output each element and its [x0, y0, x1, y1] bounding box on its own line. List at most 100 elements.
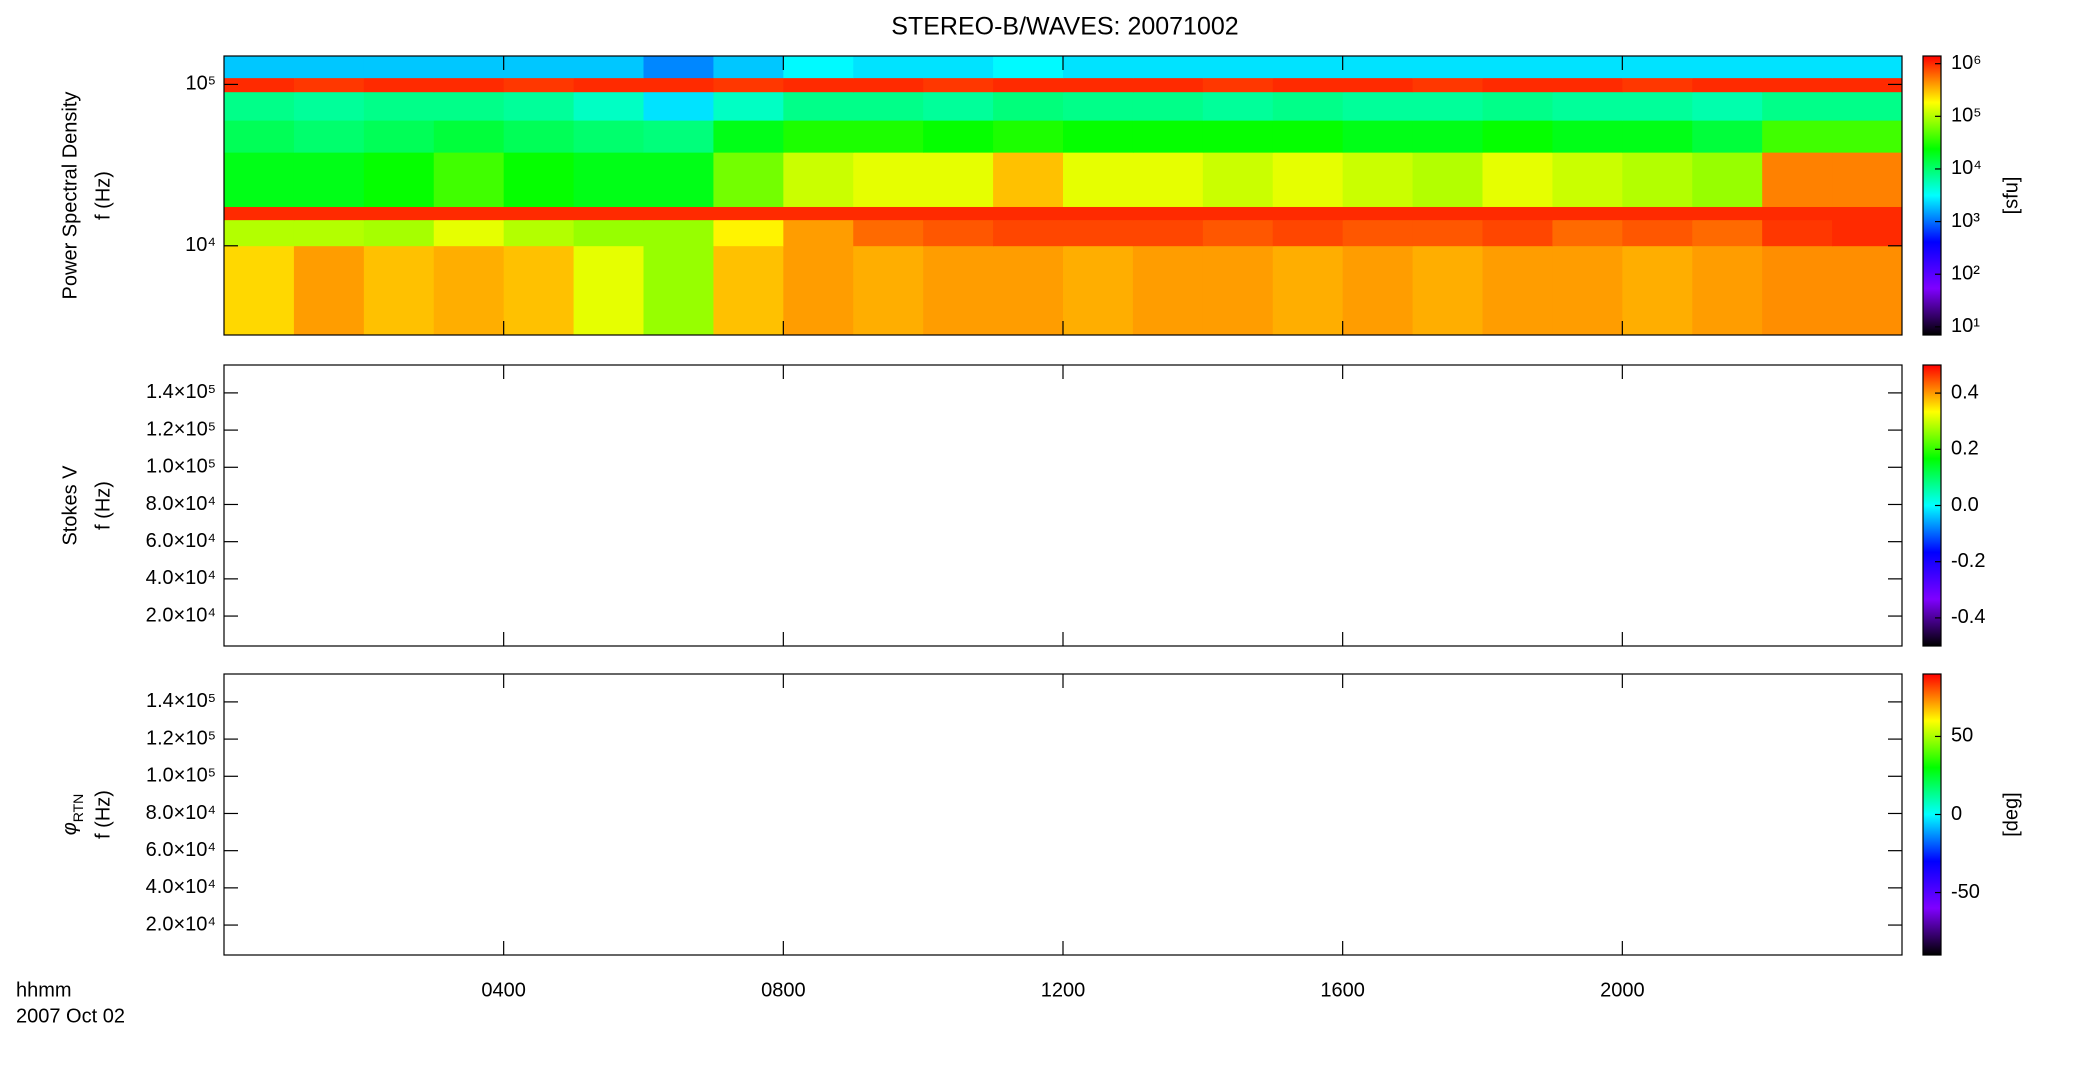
heatmap-cell: [1342, 152, 1414, 207]
heatmap-cell: [1832, 77, 1902, 93]
heatmap-cell: [1202, 219, 1274, 247]
heatmap: [224, 56, 1902, 335]
heatmap-cell: [363, 219, 435, 247]
heatmap-cell: [783, 219, 854, 247]
heatmap-cell: [853, 152, 924, 207]
heatmap-cell: [1272, 245, 1344, 335]
heatmap-cell: [713, 152, 784, 207]
heatmap-cell: [783, 91, 854, 121]
heatmap-cell: [1762, 120, 1833, 153]
heatmap-cell: [503, 56, 575, 79]
heatmap-cell: [573, 152, 645, 207]
heatmap-cell: [1272, 91, 1344, 121]
heatmap-cell: [1832, 206, 1902, 221]
heatmap-cell: [293, 56, 365, 79]
y-axis-label: f (Hz): [92, 481, 114, 530]
heatmap-cell: [293, 91, 365, 121]
heatmap-cell: [713, 245, 784, 335]
colorbar-tick-label: 10⁴: [1951, 157, 1982, 179]
heatmap-cell: [643, 245, 715, 335]
colorbar-tick-label: 0: [1951, 803, 1962, 825]
colorbar-tick-label: 0.4: [1951, 381, 1979, 403]
heatmap-cell: [1412, 152, 1484, 207]
heatmap-cell: [573, 56, 645, 79]
heatmap-cell: [1552, 245, 1623, 335]
heatmap-cell: [363, 56, 435, 79]
heatmap-cell: [1482, 219, 1554, 247]
y-tick-label: 1.4×10⁵: [146, 690, 216, 712]
heatmap-cell: [1202, 245, 1274, 335]
colorbar-label: [sfu]: [2000, 177, 2022, 215]
heatmap-cell: [433, 91, 505, 121]
heatmap-cell: [224, 56, 295, 79]
heatmap-cell: [573, 219, 645, 247]
colorbar-tick-label: 10⁵: [1951, 105, 1982, 127]
heatmap-cell: [1272, 120, 1344, 153]
heatmap-cell: [713, 120, 784, 153]
heatmap-cell: [993, 77, 1064, 93]
heatmap-cell: [923, 91, 994, 121]
heatmap-cell: [1132, 120, 1204, 153]
heatmap-cell: [503, 77, 575, 93]
heatmap-cell: [1482, 77, 1554, 93]
heatmap-cell: [713, 77, 784, 93]
heatmap-cell: [923, 219, 994, 247]
heatmap-cell: [224, 120, 295, 153]
heatmap-cell: [1482, 91, 1554, 121]
y-axis-label: φRTN: [59, 794, 85, 836]
heatmap-cell: [783, 56, 854, 79]
heatmap-cell: [573, 120, 645, 153]
heatmap-cell: [293, 245, 365, 335]
heatmap-cell: [783, 206, 854, 221]
colorbar-tick-label: 10⁶: [1951, 52, 1981, 74]
heatmap-cell: [1552, 120, 1623, 153]
heatmap-cell: [923, 77, 994, 93]
heatmap-cell: [993, 219, 1064, 247]
heatmap-cell: [1202, 91, 1274, 121]
heatmap-cell: [1132, 152, 1204, 207]
heatmap-cell: [993, 206, 1064, 221]
y-axis-symbol: φ: [59, 822, 81, 835]
y-axis-label: f (Hz): [92, 171, 114, 220]
heatmap-cell: [433, 56, 505, 79]
chart-title: STEREO-B/WAVES: 20071002: [891, 13, 1238, 41]
heatmap-cell: [853, 91, 924, 121]
heatmap-cell: [1272, 56, 1344, 79]
y-tick-label: 10⁴: [185, 234, 216, 256]
heatmap-cell: [1692, 120, 1763, 153]
heatmap-cell: [1063, 245, 1134, 335]
heatmap-cell: [993, 245, 1064, 335]
heatmap-cell: [363, 91, 435, 121]
heatmap-cell: [1202, 206, 1274, 221]
x-tick-label: 0800: [761, 979, 806, 1001]
heatmap-cell: [433, 77, 505, 93]
heatmap-cell: [783, 77, 854, 93]
heatmap-cell: [783, 152, 854, 207]
heatmap-cell: [573, 245, 645, 335]
heatmap-cell: [783, 245, 854, 335]
heatmap-cell: [1482, 152, 1554, 207]
y-axis-subscript: RTN: [70, 794, 86, 823]
heatmap-cell: [1412, 206, 1484, 221]
heatmap-cell: [1412, 77, 1484, 93]
plot-frame: [223, 364, 1903, 647]
heatmap-cell: [1063, 152, 1134, 207]
heatmap-cell: [713, 206, 784, 221]
heatmap-cell: [1342, 219, 1414, 247]
heatmap-cell: [1832, 91, 1902, 121]
x-tick-label: 1200: [1041, 979, 1086, 1001]
heatmap-cell: [1342, 91, 1414, 121]
heatmap-cell: [1622, 120, 1693, 153]
heatmap-cell: [363, 120, 435, 153]
heatmap-cell: [1063, 120, 1134, 153]
heatmap-cell: [1063, 91, 1134, 121]
y-tick-label: 1.0×10⁵: [146, 765, 216, 787]
y-tick-label: 6.0×10⁴: [146, 839, 216, 861]
plot-frame: [223, 673, 1903, 956]
heatmap-cell: [1692, 91, 1763, 121]
heatmap-cell: [853, 245, 924, 335]
y-tick-label: 6.0×10⁴: [146, 530, 216, 552]
y-tick-label: 2.0×10⁴: [146, 913, 216, 935]
colorbar: [1923, 674, 1941, 955]
